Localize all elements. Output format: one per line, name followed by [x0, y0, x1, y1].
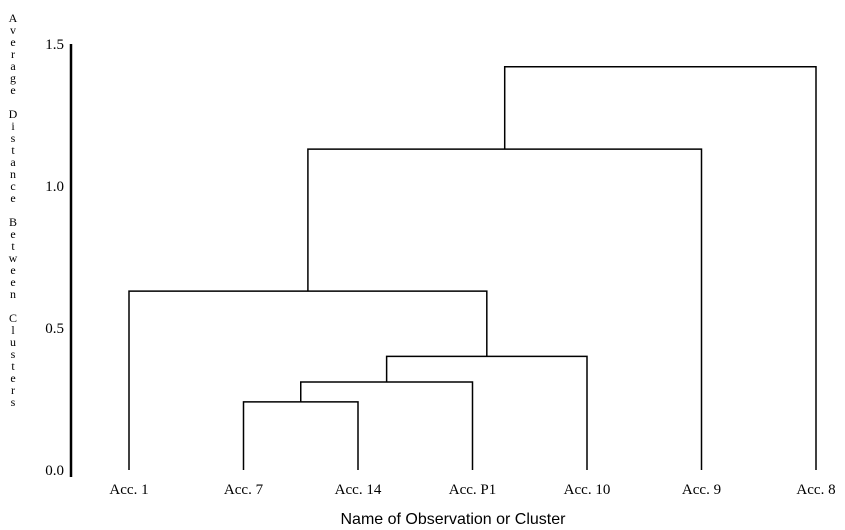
y-axis-title-letter: C — [9, 311, 17, 325]
y-axis-title-letter: i — [11, 119, 15, 133]
y-axis-title-letter: e — [10, 275, 15, 289]
leaf-label: Acc. P1 — [449, 482, 497, 498]
y-axis-title-letter: g — [10, 71, 16, 85]
y-axis-title-letter: e — [10, 191, 15, 205]
y-tick-label: 1.0 — [45, 179, 64, 195]
dendrogram-link — [242, 401, 359, 470]
y-axis-title-letter: e — [10, 371, 15, 385]
y-tick-label: 0.5 — [45, 321, 64, 337]
dendrogram-link — [128, 290, 488, 470]
y-axis-title-letter: r — [11, 383, 15, 397]
y-axis-title-letter: r — [11, 47, 15, 61]
y-tick-label: 0.0 — [45, 463, 64, 479]
y-axis-title-letter: B — [9, 215, 17, 229]
y-axis-title-letter: l — [11, 323, 15, 337]
y-tick-labels: 0.0 0.5 1.0 1.5 — [45, 37, 64, 479]
leaf-labels: Acc. 1 Acc. 7 Acc. 14 Acc. P1 Acc. 10 Acc. 9 A… — [109, 482, 835, 498]
dendrogram-links — [128, 65, 817, 470]
leaf-label: Acc. 9 — [682, 482, 721, 498]
dendrogram-link — [503, 65, 817, 470]
y-axis-title-letter: s — [11, 347, 16, 361]
y-axis-title-letter: e — [10, 263, 15, 277]
leaf-label: Acc. 10 — [564, 482, 611, 498]
dendrogram-link — [300, 381, 474, 470]
x-axis-title: Name of Observation or Cluster — [341, 511, 567, 528]
leaf-label: Acc. 14 — [335, 482, 382, 498]
y-axis-title-letter: s — [11, 131, 16, 145]
dendrogram-link — [385, 355, 588, 470]
y-axis-title-letter: a — [10, 155, 16, 169]
y-axis-title-letter: D — [9, 107, 18, 121]
y-axis-title-letter: c — [10, 179, 15, 193]
leaf-label: Acc. 8 — [796, 482, 835, 498]
y-axis-title-letter: s — [11, 395, 16, 409]
y-axis-title-letter: u — [10, 335, 16, 349]
y-axis-title-letter: e — [10, 227, 15, 241]
y-axis-title-letter: e — [10, 35, 15, 49]
y-tick-label: 1.5 — [45, 37, 64, 53]
dendrogram-link — [307, 148, 703, 470]
y-axis-title-letter: n — [10, 287, 16, 301]
y-axis-title-letter: e — [10, 83, 15, 97]
y-axis-title-letter: t — [11, 239, 15, 253]
y-axis-title-letter: A — [9, 11, 18, 25]
y-axis-title-letter: w — [9, 251, 18, 265]
y-axis-title-letter: n — [10, 167, 16, 181]
y-axis-title-letter: v — [10, 23, 16, 37]
y-axis-title-letter: a — [10, 59, 16, 73]
leaf-label: Acc. 7 — [224, 482, 264, 498]
y-axis-title-letter: t — [11, 359, 15, 373]
y-axis-title-letter: t — [11, 143, 15, 157]
leaf-label: Acc. 1 — [109, 482, 148, 498]
